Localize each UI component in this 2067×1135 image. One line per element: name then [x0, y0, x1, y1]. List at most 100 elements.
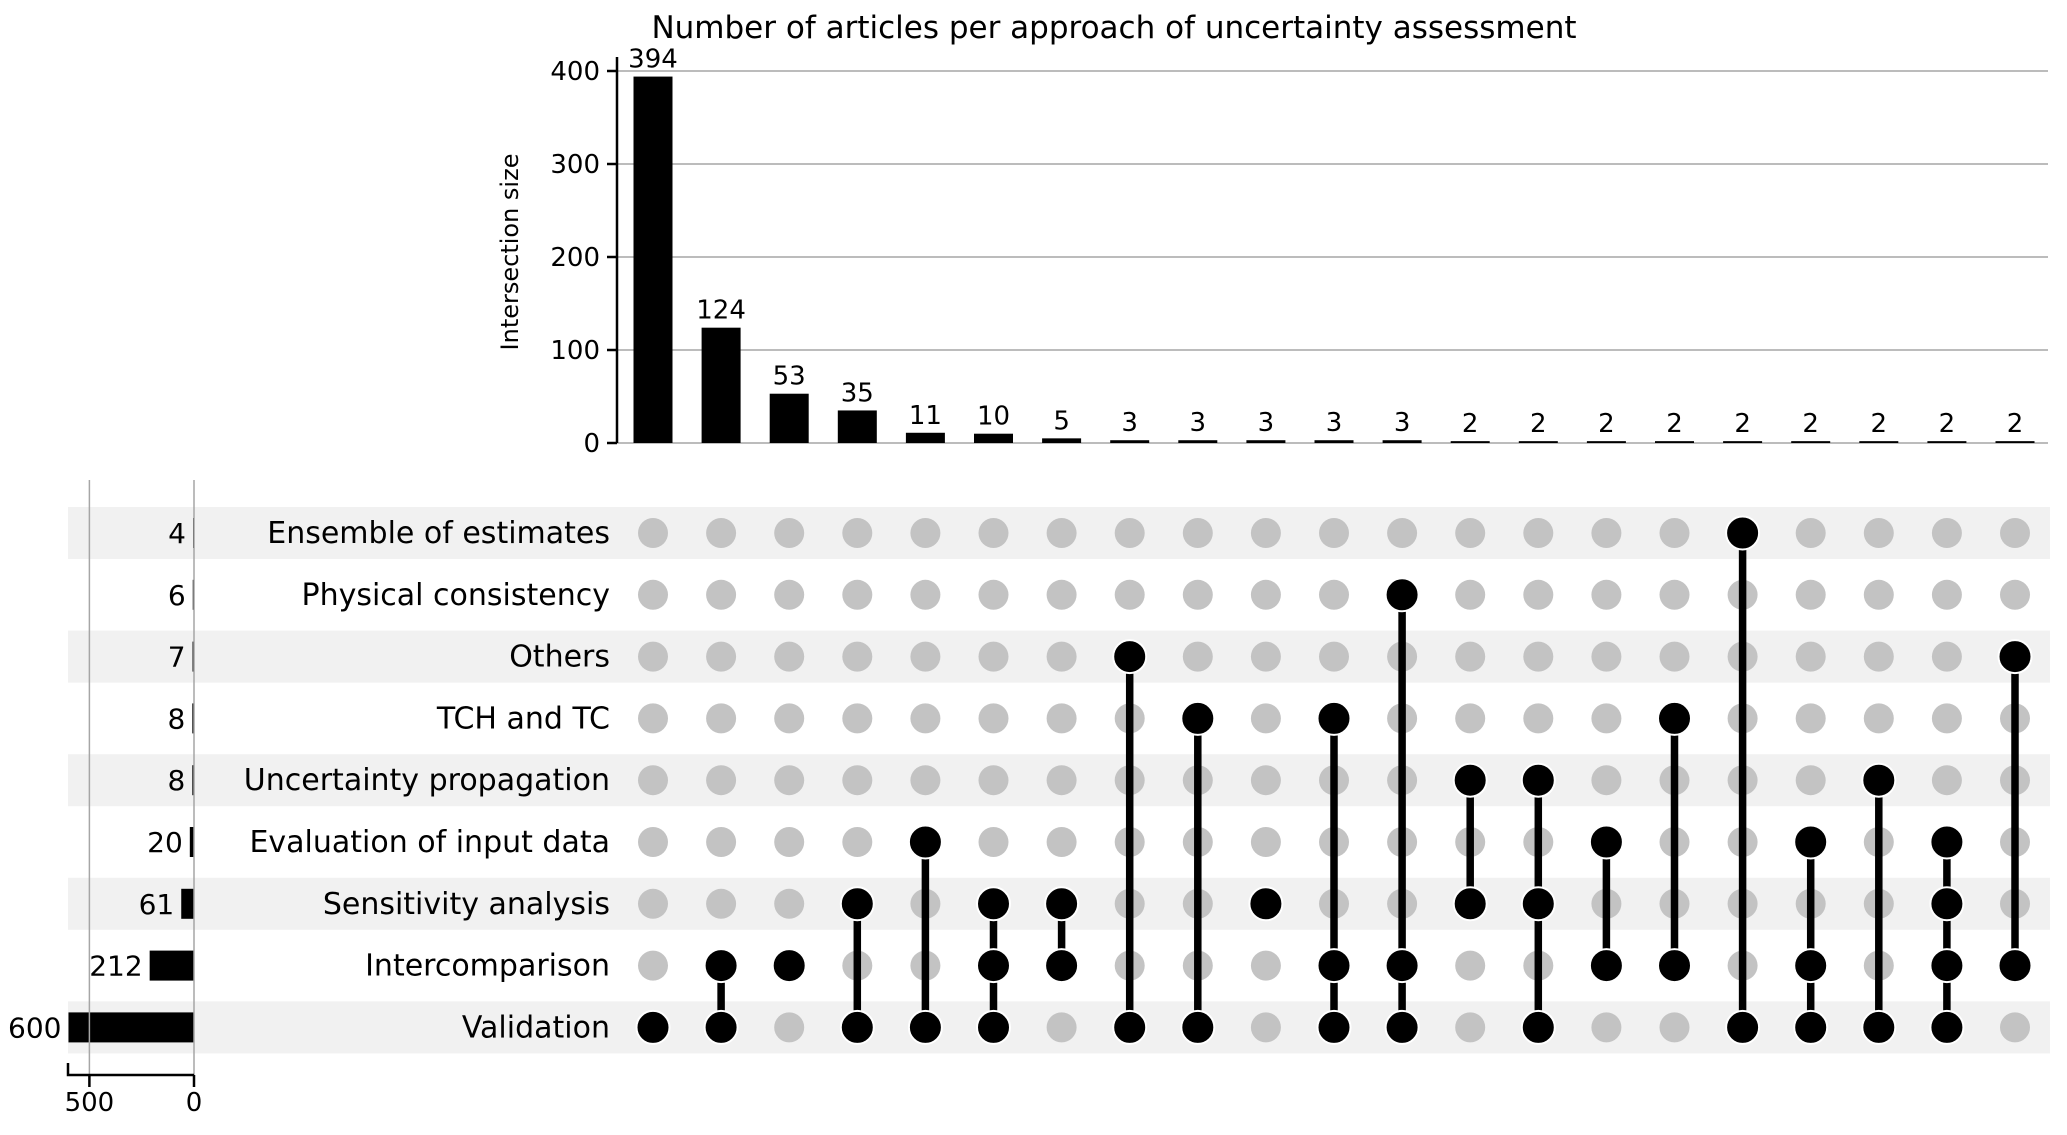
set-size-label: 8 [167, 702, 185, 735]
matrix-dot-inactive [842, 579, 873, 610]
set-axis-spine [66, 1063, 194, 1077]
matrix-dot-active [1316, 948, 1352, 984]
matrix-dot-active [1180, 700, 1216, 736]
intersection-bar [1178, 440, 1218, 443]
matrix-dot-active [771, 948, 807, 984]
intersection-value-label: 10 [977, 402, 1010, 432]
matrix-dot-active [1520, 1009, 1556, 1045]
matrix-dot-inactive [2000, 1012, 2030, 1043]
matrix-dot-inactive [1591, 518, 1622, 548]
matrix-dot-active [1861, 1009, 1897, 1045]
matrix-dot-inactive [2000, 518, 2030, 548]
intersection-value-label: 5 [1053, 406, 1070, 436]
intersection-bar [1995, 441, 2035, 443]
intersection-bar [1927, 441, 1967, 443]
matrix-dot-inactive [1523, 641, 1554, 672]
set-label: Validation [462, 1010, 610, 1045]
matrix-dot-inactive [774, 1012, 805, 1043]
intersection-bar [905, 432, 945, 443]
intersection-value-label: 3 [1190, 408, 1207, 438]
matrix-dot-inactive [1591, 579, 1622, 610]
matrix-dot-inactive [1931, 579, 1962, 610]
matrix-dot-inactive [638, 518, 668, 548]
matrix-dot-inactive [638, 765, 668, 796]
intersection-value-label: 2 [1802, 409, 1819, 439]
intersection-bar [1314, 440, 1354, 443]
matrix-dot-inactive [1795, 641, 1826, 672]
matrix-dot-inactive [1659, 1012, 1690, 1043]
matrix-dot-inactive [706, 765, 737, 796]
matrix-dot-active [1112, 1009, 1148, 1045]
matrix-dot-inactive [1387, 518, 1418, 548]
set-label: Intercomparison [365, 949, 610, 984]
matrix-dot-inactive [1046, 765, 1077, 796]
set-size-label: 8 [167, 764, 185, 797]
matrix-dot-inactive [910, 579, 941, 610]
matrix-dot-inactive [1046, 703, 1077, 734]
set-size-bar [149, 950, 194, 981]
intersection-bar [633, 76, 673, 443]
set-size-label: 7 [168, 641, 186, 674]
matrix-dot-inactive [1863, 641, 1894, 672]
matrix-dot-inactive [1319, 518, 1349, 548]
matrix-dot-inactive [638, 950, 668, 981]
matrix-dot-inactive [1931, 641, 1962, 672]
matrix-dot-active [1793, 824, 1829, 860]
set-size-axis: 500 0 [65, 1063, 202, 1118]
matrix-dot-inactive [1046, 827, 1077, 857]
matrix-dot-inactive [1250, 641, 1281, 672]
set-size-label: 600 [8, 1011, 61, 1044]
matrix-dot-active [907, 1009, 943, 1045]
set-label: Uncertainty propagation [244, 763, 610, 798]
matrix-dot-inactive [910, 765, 941, 796]
set-axis-tick-label: 500 [65, 1088, 115, 1118]
intersection-value-label: 35 [841, 378, 874, 408]
intersection-value-label: 3 [1258, 408, 1275, 438]
intersection-value-label: 11 [909, 401, 942, 431]
matrix-dot-inactive [1795, 518, 1826, 548]
intersection-value-label: 394 [628, 45, 678, 75]
intersection-bar [1723, 441, 1763, 443]
intersection-value-label: 124 [696, 296, 746, 326]
intersection-bar [1042, 438, 1082, 443]
matrix-dot-active [703, 1009, 739, 1045]
matrix-dot-active [1861, 762, 1897, 798]
matrix-dot-inactive [1114, 579, 1145, 610]
matrix-dot-inactive [638, 641, 668, 672]
matrix-dot-inactive [1931, 518, 1962, 548]
matrix-dot-inactive [1455, 703, 1486, 734]
intersection-value-label: 3 [1326, 408, 1343, 438]
matrix-dot-inactive [706, 888, 737, 919]
set-size-gridlines [88, 480, 195, 1075]
matrix-dot-active [1316, 1009, 1352, 1045]
set-size-bar [68, 1012, 194, 1043]
set-size-bar [189, 827, 194, 857]
set-size-bar [192, 703, 194, 734]
set-label: Ensemble of estimates [267, 516, 610, 551]
intersection-value-label: 2 [1462, 409, 1479, 439]
matrix-dot-inactive [1046, 579, 1077, 610]
matrix-dot-active [1248, 886, 1284, 922]
matrix-dot-active [1384, 577, 1420, 613]
intersection-bar [1246, 440, 1286, 443]
intersection-bar [837, 410, 877, 443]
y-tick-label: 100 [550, 336, 600, 366]
y-tick-label: 400 [550, 57, 600, 87]
matrix-dot-inactive [706, 827, 737, 857]
set-label: Physical consistency [301, 578, 610, 613]
matrix-dot-inactive [774, 827, 805, 857]
intersection-bar [1382, 440, 1422, 443]
matrix-dot-inactive [1659, 641, 1690, 672]
intersection-value-label: 53 [773, 362, 806, 392]
matrix-dot-inactive [1931, 765, 1962, 796]
matrix-dot-active [1520, 762, 1556, 798]
matrix-dot-inactive [638, 888, 668, 919]
y-tick-label: 200 [550, 243, 600, 273]
set-label: Sensitivity analysis [323, 887, 610, 922]
set-label: Others [509, 640, 610, 675]
matrix-dot-active [839, 886, 875, 922]
matrix-dot-inactive [978, 518, 1009, 548]
intersection-bar [1110, 440, 1150, 443]
set-label: Evaluation of input data [249, 825, 610, 860]
matrix-dot-inactive [774, 703, 805, 734]
